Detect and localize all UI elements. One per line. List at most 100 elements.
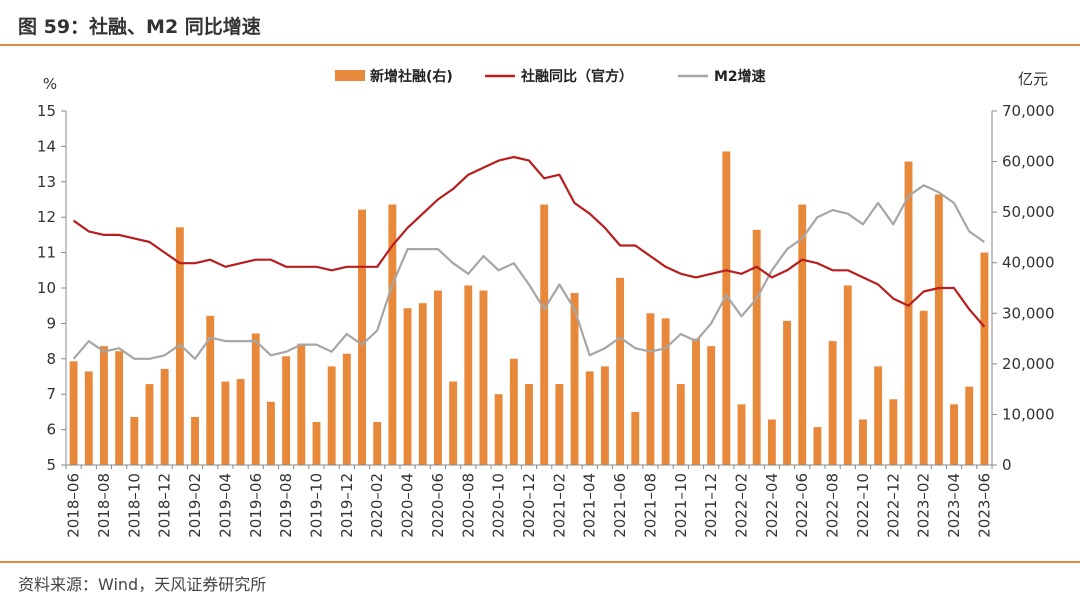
- bar-2018-10: [130, 416, 139, 465]
- bar-2022-08: [828, 341, 837, 465]
- right-tick-label: 0: [1002, 456, 1012, 474]
- left-tick-label: 8: [46, 350, 56, 368]
- right-tick-label: 20,000: [1002, 355, 1055, 373]
- source-rule: [0, 561, 1080, 563]
- left-tick-label: 9: [46, 314, 56, 332]
- x-tick-label: 2021–04: [581, 473, 599, 538]
- bar-2020-09: [479, 290, 488, 465]
- bar-2021-12: [707, 346, 716, 465]
- left-tick-label: 5: [46, 456, 56, 474]
- legend-official-label: 社融同比（官方）: [520, 68, 633, 85]
- x-tick-label: 2023–06: [975, 473, 993, 538]
- x-tick-label: 2018–10: [125, 473, 143, 538]
- bar-2021-01: [540, 204, 549, 466]
- chart: 新增社融(右) 社融同比（官方） M2增速 % 亿元 15 14 13 12 11 10 9…: [37, 68, 1055, 538]
- bar-2021-10: [676, 384, 685, 465]
- bar-2019-02: [191, 416, 199, 465]
- right-tick-label: 30,000: [1002, 304, 1055, 322]
- bar-2022-02: [737, 404, 746, 465]
- x-tick-label: 2022–10: [854, 473, 872, 538]
- x-tick-label: 2020–06: [429, 473, 447, 538]
- left-tick-label: 11: [37, 244, 56, 262]
- bar-2018-12: [160, 368, 169, 465]
- bar-2018-09: [115, 351, 124, 465]
- right-tick-label: 50,000: [1002, 203, 1055, 221]
- x-tick-label: 2022–12: [884, 473, 902, 538]
- bar-2023-03: [934, 194, 943, 465]
- bar-2020-11: [509, 358, 518, 465]
- bar-2019-07: [266, 401, 275, 465]
- bar-2020-08: [464, 285, 473, 465]
- right-tick-label: 40,000: [1002, 254, 1055, 272]
- x-tick-label: 2019–06: [247, 473, 265, 538]
- x-tick-label: 2020–02: [368, 473, 386, 538]
- left-tick-label: 12: [37, 208, 56, 226]
- bar-2019-01: [175, 227, 184, 465]
- bar-2021-03: [570, 293, 579, 465]
- x-tick-label: 2021–08: [641, 473, 659, 538]
- x-tick-label: 2019–10: [307, 473, 325, 538]
- x-tick-label: 2019–12: [338, 473, 356, 538]
- x-tick-label: 2021–02: [550, 473, 568, 538]
- bar-2019-05: [236, 379, 245, 465]
- left-tick-label: 6: [46, 421, 56, 439]
- bar-2023-01: [904, 161, 913, 466]
- x-tick-label: 2022–04: [763, 473, 781, 538]
- bar-2023-06: [980, 252, 989, 465]
- bar-2019-03: [206, 315, 215, 465]
- left-tick-label: 14: [37, 137, 56, 155]
- bar-2020-05: [418, 303, 427, 465]
- bar-2023-05: [965, 386, 974, 465]
- left-tick-label: 7: [46, 385, 56, 403]
- x-tick-label: 2020–10: [490, 473, 508, 538]
- x-tick-label: 2022–08: [824, 473, 842, 538]
- x-tick-label: 2020–04: [399, 473, 417, 538]
- bar-2021-08: [646, 313, 655, 465]
- left-tick-label: 15: [37, 102, 56, 120]
- line-social-financing-yoy: [72, 155, 986, 328]
- bar-2018-11: [145, 384, 154, 465]
- x-tick-label: 2020–08: [459, 473, 477, 538]
- bar-2019-09: [297, 343, 306, 465]
- left-tick-label: 10: [37, 279, 56, 297]
- bar-2019-04: [221, 381, 230, 465]
- bar-2022-05: [783, 320, 792, 465]
- x-tick-label: 2023–04: [945, 473, 963, 538]
- x-tick-label: 2019–02: [186, 473, 204, 538]
- bar-2021-06: [616, 277, 625, 465]
- x-tick-label: 2023–02: [915, 473, 933, 538]
- x-tick-label: 2021–12: [702, 473, 720, 538]
- legend-bar-swatch: [335, 70, 365, 81]
- right-axis-unit: 亿元: [1018, 70, 1048, 88]
- right-tick-label: 70,000: [1002, 102, 1055, 120]
- x-tick-label: 2022–06: [793, 473, 811, 538]
- bar-2022-01: [722, 151, 731, 465]
- x-tick-label: 2019–04: [216, 473, 234, 538]
- bar-2020-12: [525, 384, 533, 465]
- bar-2021-07: [631, 411, 640, 465]
- right-tick-label: 10,000: [1002, 405, 1055, 423]
- bar-2021-05: [600, 366, 609, 465]
- x-tick-label: 2018–12: [156, 473, 174, 538]
- bar-2021-02: [555, 384, 564, 465]
- x-tick-label: 2021–10: [672, 473, 690, 538]
- bar-2020-10: [494, 394, 503, 465]
- left-tick-label: 13: [37, 173, 56, 191]
- x-tick-label: 2018–08: [95, 473, 113, 538]
- legend-bar-label: 新增社融(右): [370, 68, 453, 85]
- bar-2022-11: [874, 366, 883, 465]
- bar-2022-06: [798, 204, 807, 466]
- bar-2018-06: [69, 361, 78, 465]
- bar-2022-03: [752, 229, 761, 465]
- bar-2020-02: [373, 422, 382, 465]
- bar-2022-04: [767, 419, 776, 465]
- bar-2022-07: [813, 427, 822, 465]
- bar-2020-01: [358, 209, 366, 465]
- bar-2019-08: [282, 356, 291, 465]
- bar-2020-07: [449, 381, 458, 465]
- x-tick-label: 2019–08: [277, 473, 295, 538]
- bar-2023-02: [919, 310, 928, 465]
- bar-2019-12: [342, 353, 351, 465]
- bar-2018-08: [100, 346, 108, 465]
- bar-2022-10: [859, 419, 867, 465]
